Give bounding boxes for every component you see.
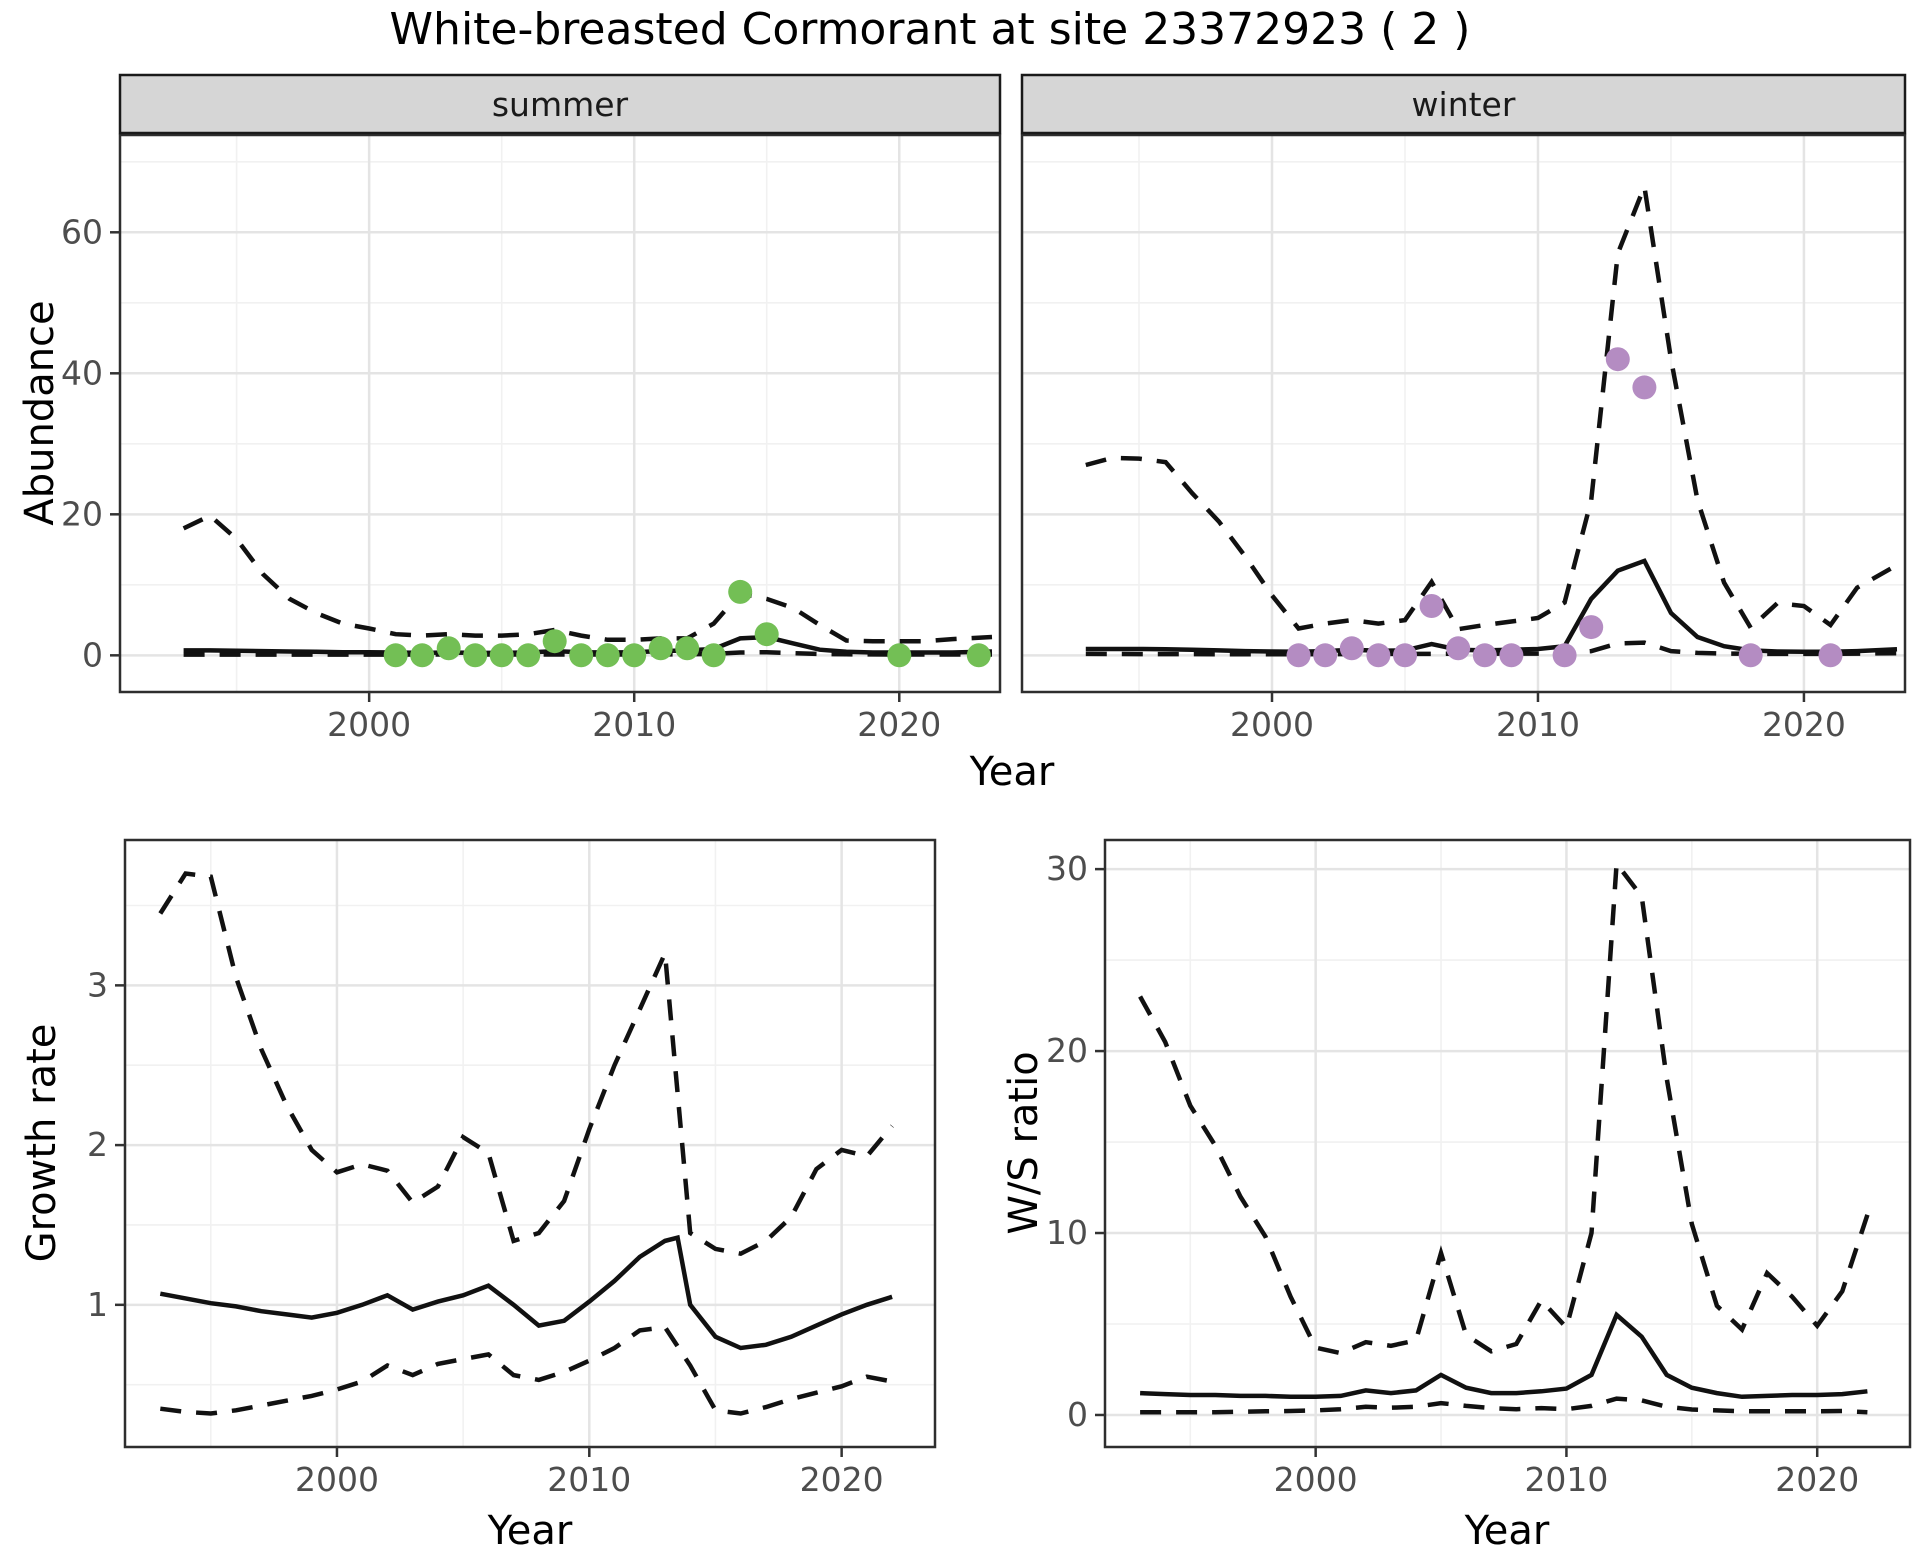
observation-point bbox=[966, 643, 991, 668]
abundance-summer-lower-ci-line bbox=[183, 649, 992, 657]
abundance-winter-observations bbox=[1286, 347, 1843, 668]
x-tick-label: 2010 bbox=[547, 1460, 631, 1499]
ws-ratio-axis-title: W/S ratio bbox=[1001, 1051, 1047, 1235]
observation-point bbox=[1632, 375, 1657, 400]
abundance-summer-upper-ci-line bbox=[182, 513, 993, 644]
observation-point bbox=[1738, 643, 1763, 668]
growth-rate-upper-ci-line bbox=[158, 871, 894, 1257]
panel-border bbox=[1103, 838, 1912, 1449]
ws-ratio-lower-ci-line bbox=[1140, 1396, 1868, 1415]
x-tick-label: 2020 bbox=[800, 1460, 884, 1499]
ws-ratio-fit-line bbox=[1140, 1311, 1868, 1400]
observation-point bbox=[1313, 643, 1338, 668]
abundance-winter-upper-ci-line bbox=[1085, 177, 1899, 632]
panel-background bbox=[120, 135, 1000, 692]
y-tick-label: 0 bbox=[1067, 1395, 1088, 1434]
observation-point bbox=[595, 643, 620, 668]
y-tick-label: 30 bbox=[1046, 849, 1088, 888]
panel-background bbox=[1022, 135, 1905, 692]
panel-background bbox=[1105, 840, 1910, 1447]
observation-point bbox=[1579, 615, 1604, 640]
chart-title: White-breasted Cormorant at site 2337292… bbox=[389, 4, 1471, 55]
observation-point bbox=[489, 643, 514, 668]
ws-ratio-upper-ci-line bbox=[1138, 857, 1870, 1356]
observation-point bbox=[622, 643, 647, 668]
observation-point bbox=[1339, 636, 1364, 661]
abundance-axis-title: Abundance bbox=[17, 300, 63, 526]
panel-abundance-winter: 2000 2010 2020 winter bbox=[1020, 73, 1907, 744]
facet-strip bbox=[118, 73, 1002, 135]
panel-border bbox=[1020, 133, 1907, 694]
ws-year-axis-title: Year bbox=[1464, 1508, 1550, 1554]
panel-growth-rate: 2000 2010 2020 1 2 3 bbox=[87, 838, 937, 1499]
observation-point bbox=[1286, 643, 1311, 668]
y-tick-label: 40 bbox=[61, 353, 103, 392]
observation-point bbox=[701, 643, 726, 668]
observation-point bbox=[1393, 643, 1417, 668]
y-tick-label: 20 bbox=[1046, 1031, 1088, 1070]
x-tick-label: 2000 bbox=[295, 1460, 379, 1499]
panel-abundance-summer: 2000 2010 2020 0 20 40 60 summer bbox=[61, 73, 1002, 744]
y-tick-label: 60 bbox=[61, 212, 103, 251]
growth-rate-fit-line bbox=[159, 1234, 893, 1351]
observation-point bbox=[1419, 594, 1444, 618]
x-tick-label: 2010 bbox=[592, 705, 676, 744]
x-tick-label: 2000 bbox=[327, 705, 411, 744]
x-tick-label: 2000 bbox=[1274, 1460, 1358, 1499]
observation-point bbox=[1446, 636, 1471, 661]
x-tick-label: 2010 bbox=[1496, 705, 1580, 744]
observation-point bbox=[887, 643, 912, 668]
panel-ws-ratio: 2000 2010 2020 0 10 20 30 bbox=[1046, 838, 1912, 1499]
observation-point bbox=[728, 579, 753, 604]
observation-point bbox=[436, 636, 461, 661]
y-tick-label: 2 bbox=[87, 1125, 108, 1164]
y-tick-label: 0 bbox=[82, 635, 103, 674]
observation-point bbox=[648, 636, 673, 661]
y-tick-label: 10 bbox=[1046, 1213, 1088, 1252]
x-tick-label: 2000 bbox=[1230, 705, 1314, 744]
x-tick-label: 2020 bbox=[1762, 705, 1846, 744]
growth-rate-axis-title: Growth rate bbox=[19, 1023, 65, 1263]
y-tick-label: 20 bbox=[61, 494, 103, 533]
observation-point bbox=[542, 629, 567, 654]
growth-year-axis-title: Year bbox=[487, 1508, 573, 1554]
observation-point bbox=[463, 643, 488, 668]
observation-point bbox=[569, 643, 594, 668]
y-tick-label: 1 bbox=[87, 1285, 108, 1324]
observation-point bbox=[410, 643, 435, 668]
abundance-summer-observations bbox=[383, 579, 991, 668]
x-tick-label: 2010 bbox=[1524, 1460, 1608, 1499]
observation-point bbox=[1818, 643, 1843, 668]
top-year-axis-title: Year bbox=[969, 749, 1055, 795]
observation-point bbox=[754, 622, 779, 647]
observation-point bbox=[383, 643, 408, 668]
facet-strip-label: winter bbox=[1412, 85, 1516, 124]
panel-background bbox=[125, 840, 935, 1447]
observation-point bbox=[1605, 347, 1630, 372]
y-tick-label: 3 bbox=[87, 965, 108, 1004]
panel-border bbox=[118, 133, 1002, 694]
growth-rate-lower-ci-line bbox=[160, 1324, 893, 1416]
observation-point bbox=[1499, 643, 1524, 668]
facet-strip-label: summer bbox=[492, 85, 629, 124]
observation-point bbox=[1472, 643, 1497, 668]
x-tick-label: 2020 bbox=[1775, 1460, 1859, 1499]
observation-point bbox=[1366, 643, 1391, 668]
observation-point bbox=[516, 643, 541, 668]
observation-point bbox=[675, 636, 700, 661]
facet-strip bbox=[1020, 73, 1907, 135]
panel-border bbox=[123, 838, 937, 1449]
observation-point bbox=[1552, 643, 1577, 668]
x-tick-label: 2020 bbox=[857, 705, 941, 744]
